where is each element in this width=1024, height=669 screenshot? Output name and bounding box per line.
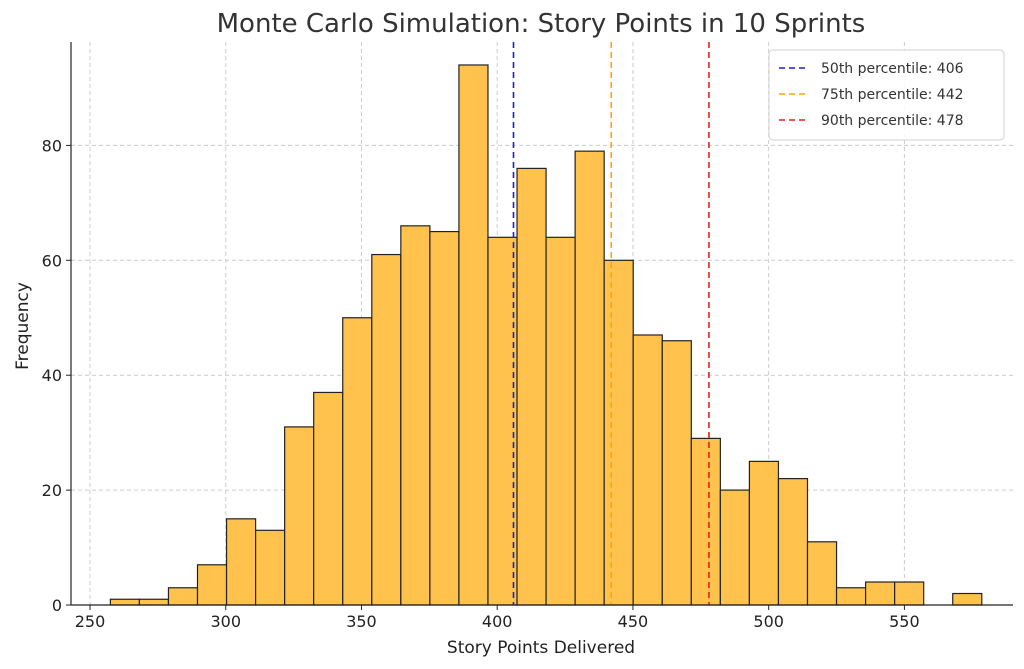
histogram-bar xyxy=(806,541,838,606)
axes xyxy=(70,42,1013,606)
y-tick-label: 80 xyxy=(42,136,62,155)
x-tick-label: 350 xyxy=(346,612,377,631)
histogram-bar xyxy=(545,236,576,606)
histogram-bar xyxy=(661,340,692,606)
legend-label: 90th percentile: 478 xyxy=(821,113,964,129)
histogram-bar xyxy=(952,592,983,606)
histogram-bar xyxy=(487,236,518,606)
y-tick-label: 40 xyxy=(42,366,62,385)
x-tick-label: 250 xyxy=(75,612,106,631)
histogram-bar xyxy=(864,581,896,606)
histogram-bar xyxy=(313,391,344,606)
histogram-bar xyxy=(574,150,605,606)
histogram-bar xyxy=(225,518,257,606)
x-tick-label: 300 xyxy=(210,612,241,631)
x-tick-label: 400 xyxy=(482,612,513,631)
chart-title: Monte Carlo Simulation: Story Points in … xyxy=(217,9,866,39)
y-tick-label: 60 xyxy=(42,251,62,270)
x-tick-label: 550 xyxy=(889,612,920,631)
histogram-bar xyxy=(400,225,431,606)
histogram-bar xyxy=(429,230,460,606)
histogram-bar xyxy=(196,564,228,606)
histogram-bar xyxy=(516,167,547,606)
histogram-bar xyxy=(894,581,925,606)
histogram-bar xyxy=(835,587,867,606)
y-tick-label: 20 xyxy=(42,481,62,500)
legend-label: 50th percentile: 406 xyxy=(821,61,964,77)
percentile-lines xyxy=(512,42,710,605)
histogram-bar xyxy=(284,426,315,606)
y-axis-label: Frequency xyxy=(13,282,33,370)
x-tick-label: 450 xyxy=(618,612,649,631)
histogram-bar xyxy=(342,317,373,606)
histogram-bar xyxy=(138,598,170,606)
histogram-bar xyxy=(748,460,780,606)
histogram-bar xyxy=(458,64,489,606)
histogram-bar xyxy=(719,489,751,606)
x-axis-label: Story Points Delivered xyxy=(447,638,635,658)
legend-box xyxy=(768,49,1005,141)
histogram-bar xyxy=(371,253,402,606)
tick-labels: 250 300 350 400 450 500 550 0 20 40 60 80 xyxy=(42,136,920,631)
legend-label: 75th percentile: 442 xyxy=(821,87,964,103)
histogram-bar xyxy=(690,437,721,606)
histogram-bar xyxy=(254,529,286,606)
y-tick-label: 0 xyxy=(52,596,62,615)
legend: 50th percentile: 406 75th percentile: 442… xyxy=(768,49,1005,141)
histogram-bar xyxy=(632,334,663,606)
histogram-bar xyxy=(167,587,199,606)
histogram-bar xyxy=(109,598,141,606)
x-tick-label: 500 xyxy=(753,612,784,631)
histogram-bars xyxy=(109,64,983,606)
histogram-bar xyxy=(777,478,809,606)
histogram-bar xyxy=(603,259,634,606)
